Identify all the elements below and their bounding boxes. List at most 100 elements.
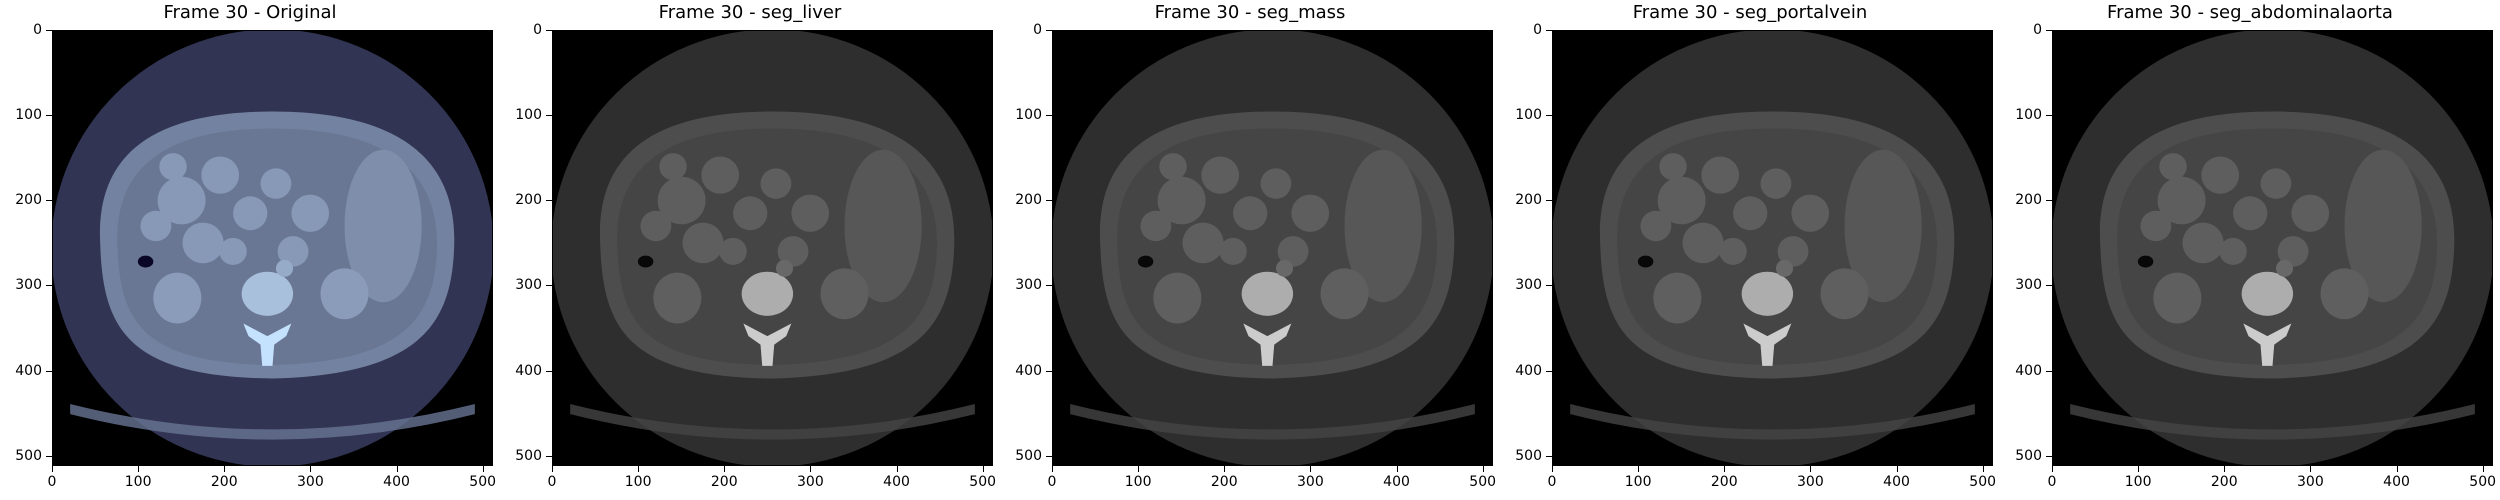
image-panel: Frame 30 - Original 0 100 200 300 400 500 0 100 2… <box>0 0 500 500</box>
y-tick <box>1046 285 1052 287</box>
bowel-loop <box>1777 236 1809 267</box>
bowel-loop <box>657 176 706 225</box>
bowel-loop <box>760 168 792 199</box>
bowel-loop <box>1659 153 1687 181</box>
bowel-loop <box>791 194 830 232</box>
y-tick <box>2046 285 2052 287</box>
x-tick-label: 0 <box>1547 474 1557 490</box>
x-tick-label: 400 <box>883 474 910 490</box>
bowel-loop <box>1791 194 1830 232</box>
bowel-loop <box>201 156 240 194</box>
x-tick <box>1810 466 1812 472</box>
x-tick <box>1396 466 1398 472</box>
y-tick-label: 100 <box>1515 107 1542 124</box>
bowel-loop <box>1760 168 1792 199</box>
x-tick <box>1052 466 1053 472</box>
y-tick-label: 200 <box>2015 192 2042 209</box>
x-tick-label: 300 <box>797 474 824 490</box>
kidney-right <box>320 268 369 320</box>
gas-bubble <box>637 255 654 268</box>
x-tick <box>1482 466 1484 472</box>
ct-slice-svg <box>553 31 992 465</box>
bowel-loop <box>2277 236 2309 267</box>
panel-title: Frame 30 - seg_liver <box>658 2 842 23</box>
bowel-loop <box>1701 156 1740 194</box>
panel-title: Frame 30 - seg_portalvein <box>1632 2 1868 23</box>
x-tick <box>2396 466 2398 472</box>
y-tick-label: 400 <box>1515 362 1542 379</box>
panel-title: Frame 30 - seg_mass <box>1154 2 1346 23</box>
x-tick-label: 300 <box>1797 474 1824 490</box>
y-tick <box>1046 455 1052 457</box>
y-tick-label: 0 <box>2033 22 2042 38</box>
y-tick <box>46 285 52 287</box>
kidney-left <box>653 272 702 324</box>
y-tick-label: 100 <box>515 107 542 124</box>
bowel-loop <box>1233 196 1268 231</box>
kidney-right <box>2320 268 2369 320</box>
kidney-left <box>2153 272 2202 324</box>
bowel-loop <box>1291 194 1330 232</box>
bowel-loop <box>291 194 330 232</box>
bowel-loop <box>140 210 172 242</box>
spinous-process <box>1243 323 1292 366</box>
panel-title: Frame 30 - Original <box>163 2 337 23</box>
x-tick <box>2310 466 2312 472</box>
x-tick <box>396 466 398 472</box>
x-tick-label: 400 <box>383 474 410 490</box>
kidney-left <box>1653 272 1702 324</box>
y-tick-label: 0 <box>1533 22 1542 38</box>
x-tick <box>138 466 140 472</box>
ct-slice-svg <box>1553 31 1992 465</box>
spleen <box>844 149 922 303</box>
ct-slice-svg <box>53 31 492 465</box>
gas-bubble <box>1637 255 1654 268</box>
kidney-right <box>1820 268 1869 320</box>
bowel-loop <box>2260 168 2292 199</box>
bowel-loop <box>1640 210 1672 242</box>
bowel-loop <box>701 156 740 194</box>
spleen <box>1344 149 1422 303</box>
y-tick <box>46 455 52 457</box>
bowel-loop <box>719 237 747 265</box>
spinous-process <box>1743 323 1792 366</box>
bowel-loop <box>1140 210 1172 242</box>
x-tick-label: 100 <box>2124 474 2152 490</box>
x-tick <box>1896 466 1898 472</box>
y-tick-label: 100 <box>1015 107 1042 124</box>
x-tick-label: 400 <box>1383 474 1410 490</box>
x-tick-label: 0 <box>2047 474 2057 490</box>
x-tick <box>2052 466 2053 472</box>
bowel-loop <box>2291 194 2330 232</box>
bowel-loop <box>2159 153 2187 181</box>
scanner-table <box>2070 403 2475 440</box>
x-tick-label: 300 <box>2297 474 2324 490</box>
y-tick-label: 0 <box>1033 22 1042 38</box>
aorta <box>2275 259 2294 277</box>
x-tick <box>2224 466 2226 472</box>
image-panel: Frame 30 - seg_liver 0 100 200 300 400 500 0 100… <box>500 0 1000 500</box>
ct-image <box>1052 30 1493 466</box>
bowel-loop <box>2201 156 2240 194</box>
y-tick-label: 0 <box>33 22 42 38</box>
y-tick <box>1546 455 1552 457</box>
aorta <box>1275 259 1294 277</box>
x-tick <box>1552 466 1553 472</box>
bowel-loop <box>777 236 809 267</box>
y-tick <box>546 370 552 372</box>
y-tick <box>546 115 552 117</box>
bowel-loop <box>2140 210 2172 242</box>
y-tick <box>1546 200 1552 202</box>
y-tick-label: 200 <box>515 192 542 209</box>
ct-image <box>1552 30 1993 466</box>
spinous-process <box>2243 323 2292 366</box>
bowel-loop <box>1159 153 1187 181</box>
x-tick-label: 500 <box>469 474 497 490</box>
bowel-loop <box>1201 156 1240 194</box>
scanner-table <box>1570 403 1975 440</box>
x-tick-label: 200 <box>2210 474 2238 490</box>
x-tick-label: 500 <box>1969 474 1997 490</box>
vertebral-body <box>2241 271 2294 316</box>
x-tick <box>2482 466 2484 472</box>
bowel-loop <box>157 176 206 225</box>
